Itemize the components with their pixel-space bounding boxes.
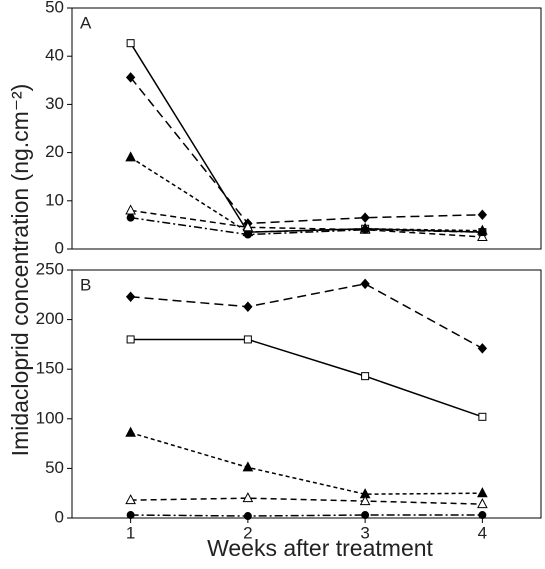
y-tick-label: 250	[36, 259, 64, 278]
x-tick-label: 3	[360, 523, 369, 542]
y-axis-label: Imidacloprid concentration (ng.cm⁻²)	[7, 84, 33, 457]
marker	[243, 301, 253, 312]
x-tick-label: 1	[126, 523, 135, 542]
marker	[477, 498, 488, 509]
x-tick-label: 4	[478, 523, 487, 542]
series-line	[130, 76, 483, 225]
marker	[242, 492, 254, 503]
y-tick-label: 0	[55, 507, 64, 526]
marker	[243, 230, 252, 239]
marker	[125, 204, 136, 215]
series-line	[129, 42, 483, 233]
x-axis-label: Weeks after treatment	[207, 535, 433, 561]
plot-frame	[71, 269, 542, 519]
y-tick-label: 200	[36, 309, 64, 328]
marker	[361, 372, 370, 381]
marker	[126, 511, 135, 520]
x-tick-label: 2	[243, 523, 252, 542]
marker	[477, 230, 488, 241]
marker	[242, 461, 254, 472]
marker	[477, 487, 488, 498]
series-line	[130, 209, 483, 238]
marker	[361, 511, 370, 520]
marker	[243, 512, 252, 521]
series-line	[130, 338, 483, 418]
panel-label: A	[80, 13, 92, 32]
marker	[125, 426, 136, 437]
y-tick-label: 30	[45, 94, 64, 113]
marker	[359, 495, 371, 506]
marker	[125, 151, 136, 162]
y-tick-label: 40	[45, 46, 64, 65]
panel-label: B	[80, 275, 91, 294]
y-tick-label: 20	[45, 142, 64, 161]
marker	[125, 291, 136, 303]
series-line	[130, 497, 483, 505]
plot-frame	[71, 7, 542, 250]
marker	[478, 228, 487, 237]
y-tick-label: 100	[36, 408, 64, 427]
marker	[125, 72, 136, 83]
marker	[126, 39, 135, 48]
y-tick-label: 10	[45, 190, 64, 209]
marker	[477, 343, 488, 354]
marker	[126, 213, 135, 222]
y-tick-label: 0	[55, 238, 64, 257]
marker	[243, 335, 252, 344]
y-tick-label: 50	[45, 458, 64, 477]
marker	[361, 225, 370, 234]
marker	[126, 335, 135, 344]
y-tick-label: 150	[36, 359, 64, 378]
series-line	[130, 283, 483, 350]
series-line	[130, 156, 483, 233]
series-line	[130, 514, 483, 517]
marker	[360, 278, 370, 290]
y-tick-label: 50	[45, 0, 64, 16]
series-line	[130, 431, 483, 495]
marker	[477, 209, 488, 221]
marker	[360, 212, 370, 223]
marker	[478, 511, 487, 520]
marker	[478, 412, 487, 421]
marker	[125, 494, 136, 505]
series-line	[130, 216, 483, 236]
